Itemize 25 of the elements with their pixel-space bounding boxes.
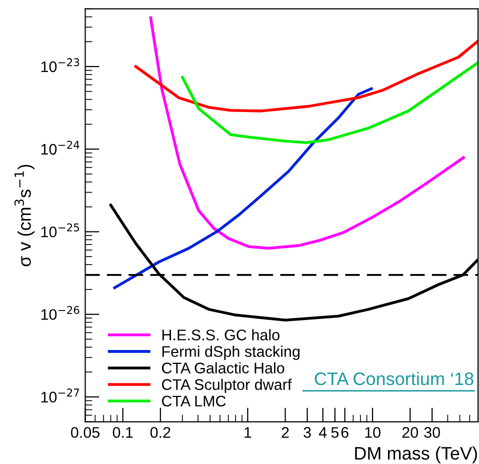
x-tick-label: 0.2	[150, 427, 170, 438]
x-tick-label: 5	[331, 427, 339, 438]
y-tick-label: 10$^{−25}$	[41, 223, 79, 238]
legend-label: Fermi dSph stacking	[162, 346, 300, 360]
x-tick-label: 1	[244, 427, 252, 438]
annotation: CTA Consortium ‘18	[314, 372, 474, 386]
y-tick-label: 10$^{−27}$	[41, 388, 80, 402]
x-tick-label: 30	[424, 427, 440, 438]
x-tick-label: 6	[341, 427, 348, 438]
x-tick-label: 2	[282, 427, 289, 438]
legend-label: CTA Galactic Halo	[162, 362, 284, 374]
y-tick-label: 10$^{−24}$	[41, 140, 80, 155]
x-axis-title: DM mass (TeV)	[355, 446, 477, 464]
x-tick-label: 10	[365, 427, 380, 438]
x-tick-label: 4	[318, 427, 327, 438]
legend-label: CTA LMC	[162, 396, 226, 407]
x-tick-label: 0.05	[70, 427, 100, 438]
x-tick-label: 0.1	[112, 427, 133, 438]
x-tick-label: 3	[304, 427, 311, 438]
y-tick-label: 10$^{−23}$	[41, 58, 80, 72]
x-tick-label: 20	[402, 427, 418, 438]
legend-label: H.E.S.S. GC halo	[162, 329, 280, 340]
y-axis-title: σ v (cm$^{3}$s$^{−1}$)	[14, 164, 34, 266]
y-tick-label: 10$^{−26}$	[41, 306, 80, 320]
legend-label: CTA Sculptor dwarf	[162, 378, 292, 394]
